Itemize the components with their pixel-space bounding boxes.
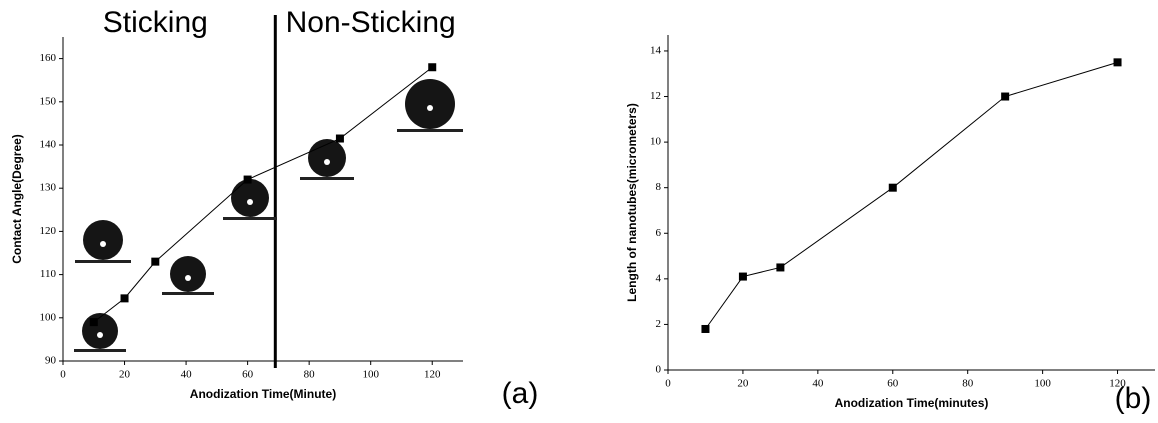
data-point xyxy=(888,183,897,192)
droplet-base xyxy=(162,292,214,295)
data-point xyxy=(243,175,252,184)
x-axis-label: Anodization Time(minutes) xyxy=(835,396,989,410)
x-tick-label: 100 xyxy=(362,369,379,381)
y-tick-label: 4 xyxy=(656,272,662,284)
droplet-base xyxy=(397,129,463,132)
y-tick-label: 150 xyxy=(40,95,57,107)
data-point xyxy=(776,263,785,272)
y-tick-label: 90 xyxy=(45,355,57,367)
y-tick-label: 130 xyxy=(40,182,57,194)
x-tick-label: 60 xyxy=(887,378,899,390)
y-tick-label: 140 xyxy=(40,139,57,151)
droplet-image xyxy=(223,179,277,220)
x-tick-label: 100 xyxy=(1034,378,1051,390)
droplet xyxy=(83,220,123,260)
data-point xyxy=(120,294,129,303)
data-point xyxy=(428,63,437,72)
panel-label: (a) xyxy=(502,377,539,410)
droplet-image xyxy=(74,313,126,352)
droplet-image xyxy=(162,256,214,295)
x-tick-label: 0 xyxy=(60,369,66,381)
data-point xyxy=(738,272,747,281)
data-line xyxy=(705,61,1118,330)
droplet-highlight xyxy=(427,105,433,111)
panel-label: (b) xyxy=(1115,382,1152,415)
data-point xyxy=(151,257,160,266)
droplet-image xyxy=(75,220,131,263)
droplet-image xyxy=(300,139,354,180)
droplet xyxy=(231,179,269,217)
y-tick-label: 10 xyxy=(650,136,662,148)
droplet-highlight xyxy=(185,275,191,281)
data-point xyxy=(1113,58,1122,67)
x-tick-label: 40 xyxy=(812,378,824,390)
droplet-highlight xyxy=(97,332,103,338)
droplet-base xyxy=(300,177,354,180)
y-tick-label: 2 xyxy=(656,318,662,330)
x-tick-label: 80 xyxy=(962,378,974,390)
x-tick-label: 40 xyxy=(181,369,193,381)
y-tick-label: 120 xyxy=(40,225,57,237)
y-tick-label: 12 xyxy=(650,90,661,102)
x-tick-label: 20 xyxy=(737,378,749,390)
y-tick-label: 8 xyxy=(656,181,662,193)
y-tick-label: 14 xyxy=(650,44,662,56)
droplet xyxy=(405,79,455,129)
x-tick-label: 80 xyxy=(304,369,316,381)
x-axis-label: Anodization Time(Minute) xyxy=(190,387,336,401)
droplet-base xyxy=(75,260,131,263)
data-point xyxy=(701,324,710,333)
y-axis-label: Length of nanotubes(micrometers) xyxy=(625,103,639,302)
x-tick-label: 120 xyxy=(424,369,441,381)
annotation: Non-Sticking xyxy=(286,6,456,39)
droplet-highlight xyxy=(100,241,106,247)
y-tick-label: 100 xyxy=(40,311,57,323)
droplet-base xyxy=(223,217,277,220)
data-point xyxy=(1001,92,1010,101)
y-tick-label: 160 xyxy=(40,52,57,64)
droplet-highlight xyxy=(324,159,330,165)
x-tick-label: 120 xyxy=(1109,378,1126,390)
data-point xyxy=(89,318,98,327)
y-tick-label: 0 xyxy=(656,364,662,376)
droplet xyxy=(82,313,118,349)
x-tick-label: 20 xyxy=(119,369,131,381)
droplet-image xyxy=(397,79,463,132)
y-tick-label: 6 xyxy=(656,227,662,239)
data-line xyxy=(93,66,433,323)
annotation: Sticking xyxy=(103,6,208,39)
x-tick-label: 0 xyxy=(665,378,671,390)
droplet xyxy=(170,256,206,292)
data-point xyxy=(335,134,344,143)
droplet-base xyxy=(74,349,126,352)
droplet-highlight xyxy=(247,199,253,205)
x-tick-label: 60 xyxy=(242,369,254,381)
y-tick-label: 110 xyxy=(40,268,57,280)
y-axis-label: Contact Angle(Degree) xyxy=(10,134,24,264)
